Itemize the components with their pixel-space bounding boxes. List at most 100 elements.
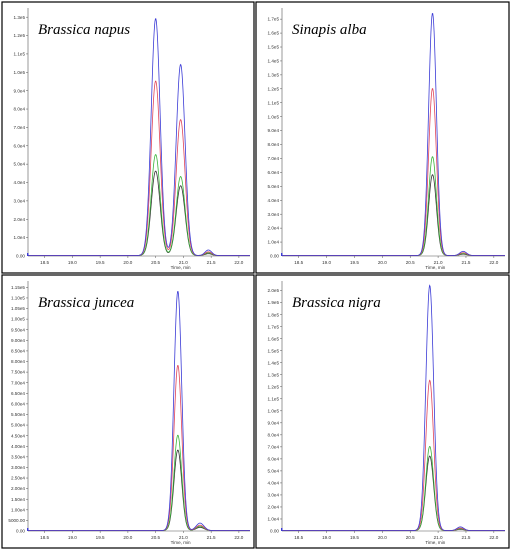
y-tick-label-zero: 0.00 — [270, 254, 279, 259]
x-tick-label: 22.0 — [234, 535, 243, 540]
x-tick-label: 21.5 — [461, 260, 470, 265]
y-tick-label: 1.15e5 — [11, 285, 25, 290]
panel-border — [1, 274, 255, 549]
panel-title: Brassica juncea — [38, 295, 134, 311]
x-axis-label: Time, min — [171, 265, 191, 270]
y-tick-label: 1.7e5 — [268, 324, 280, 329]
x-tick-label: 19.0 — [68, 535, 77, 540]
x-tick-label: 21.0 — [434, 535, 443, 540]
y-tick-label: 1.5e5 — [268, 348, 280, 353]
y-tick-label-zero: 0.00 — [270, 529, 279, 534]
chart-panel-2: 1.0e4 2.0e4 3.0e4 4.0e4 5.0e4 6.0e4 7.0e4 8.0e4… — [255, 1, 510, 274]
series-line-blue — [282, 13, 505, 256]
y-tick-label: 1.2e5 — [14, 33, 26, 38]
y-tick-label: 6.0e4 — [14, 143, 26, 148]
y-tick-label: 5.00e4 — [11, 423, 25, 428]
y-tick-label: 1.4e5 — [268, 59, 280, 64]
x-tick-label: 18.5 — [294, 260, 303, 265]
panel-border — [255, 1, 510, 274]
x-tick-label: 20.5 — [151, 260, 160, 265]
chart-panel-3: 5000.00 1.00e4 1.50e4 2.00e4 2.50e4 3.00e4 3.5… — [1, 274, 255, 549]
y-tick-label: 1.0e5 — [268, 408, 280, 413]
x-tick-label: 20.5 — [406, 535, 415, 540]
y-tick-label-zero: 0.00 — [16, 254, 25, 259]
y-tick-label: 4.0e4 — [14, 180, 26, 185]
y-tick-label: 4.50e4 — [11, 433, 25, 438]
y-tick-label: 9.50e4 — [11, 327, 25, 332]
y-tick-label: 2.50e4 — [11, 476, 25, 481]
panel-border — [1, 1, 255, 274]
x-tick-label: 22.0 — [489, 535, 498, 540]
y-tick-label: 5000.00 — [8, 518, 25, 523]
x-tick-label: 20.5 — [151, 535, 160, 540]
x-tick-label: 19.0 — [322, 260, 331, 265]
y-tick-label: 7.0e4 — [14, 125, 26, 130]
y-tick-label: 5.0e4 — [14, 162, 26, 167]
x-tick-label: 21.0 — [179, 260, 188, 265]
y-tick-label: 5.50e4 — [11, 412, 25, 417]
y-tick-label: 1.8e5 — [268, 312, 280, 317]
x-tick-label: 21.5 — [207, 535, 216, 540]
x-tick-label: 22.0 — [489, 260, 498, 265]
x-axis-label: Time, min — [425, 265, 445, 270]
y-tick-label: 2.0e5 — [268, 288, 280, 293]
panel-border — [255, 274, 510, 549]
x-tick-label: 19.0 — [68, 260, 77, 265]
y-tick-label: 1.1e5 — [268, 396, 280, 401]
y-tick-label: 1.0e5 — [14, 70, 26, 75]
y-tick-label: 8.0e4 — [268, 142, 280, 147]
y-tick-label: 7.00e4 — [11, 380, 25, 385]
baseline-marker — [281, 253, 283, 256]
y-tick-label: 7.0e4 — [268, 156, 280, 161]
x-tick-label: 19.5 — [350, 535, 359, 540]
baseline-marker — [27, 528, 29, 531]
baseline-marker — [27, 253, 29, 256]
x-tick-label: 20.0 — [378, 260, 387, 265]
x-tick-label: 18.5 — [40, 535, 49, 540]
y-tick-label: 6.0e4 — [268, 170, 280, 175]
y-tick-label: 3.0e4 — [14, 198, 26, 203]
y-tick-label: 1.9e5 — [268, 300, 280, 305]
y-tick-label: 5.0e4 — [268, 184, 280, 189]
x-tick-label: 19.5 — [350, 260, 359, 265]
y-tick-label: 1.1e5 — [268, 100, 280, 105]
y-tick-label: 1.2e5 — [268, 86, 280, 91]
y-tick-label: 1.00e4 — [11, 507, 25, 512]
y-tick-label: 3.0e4 — [268, 493, 280, 498]
panel-title: Brassica napus — [38, 22, 130, 38]
x-axis-label: Time, min — [425, 540, 445, 545]
x-tick-label: 21.5 — [461, 535, 470, 540]
y-tick-label: 1.0e4 — [14, 235, 26, 240]
x-tick-label: 19.5 — [96, 535, 105, 540]
y-tick-label: 1.0e5 — [268, 114, 280, 119]
y-tick-label: 9.0e4 — [268, 420, 280, 425]
y-tick-label: 1.05e5 — [11, 306, 25, 311]
y-tick-label: 1.6e5 — [268, 336, 280, 341]
y-tick-label: 3.50e4 — [11, 454, 25, 459]
y-tick-label-zero: 0.00 — [16, 529, 25, 534]
series-line-blue — [28, 291, 250, 531]
x-tick-label: 20.5 — [406, 260, 415, 265]
panel-title: Sinapis alba — [292, 22, 367, 38]
y-tick-label: 2.0e4 — [268, 226, 280, 231]
y-tick-label: 3.00e4 — [11, 465, 25, 470]
x-tick-label: 18.5 — [40, 260, 49, 265]
x-tick-label: 21.0 — [179, 535, 188, 540]
y-tick-label: 6.50e4 — [11, 391, 25, 396]
y-tick-label: 4.0e4 — [268, 198, 280, 203]
y-tick-label: 4.0e4 — [268, 481, 280, 486]
x-tick-label: 21.5 — [207, 260, 216, 265]
x-tick-label: 20.0 — [123, 260, 132, 265]
x-axis-label: Time, min — [171, 540, 191, 545]
y-tick-label: 7.50e4 — [11, 370, 25, 375]
y-tick-label: 5.0e4 — [268, 469, 280, 474]
x-tick-label: 21.0 — [434, 260, 443, 265]
y-tick-label: 8.0e4 — [268, 432, 280, 437]
y-tick-label: 1.3e5 — [268, 72, 280, 77]
y-tick-label: 1.5e5 — [268, 45, 280, 50]
x-tick-label: 22.0 — [234, 260, 243, 265]
y-tick-label: 1.0e4 — [268, 517, 280, 522]
y-tick-label: 1.3e5 — [268, 372, 280, 377]
y-tick-label: 2.0e4 — [268, 505, 280, 510]
